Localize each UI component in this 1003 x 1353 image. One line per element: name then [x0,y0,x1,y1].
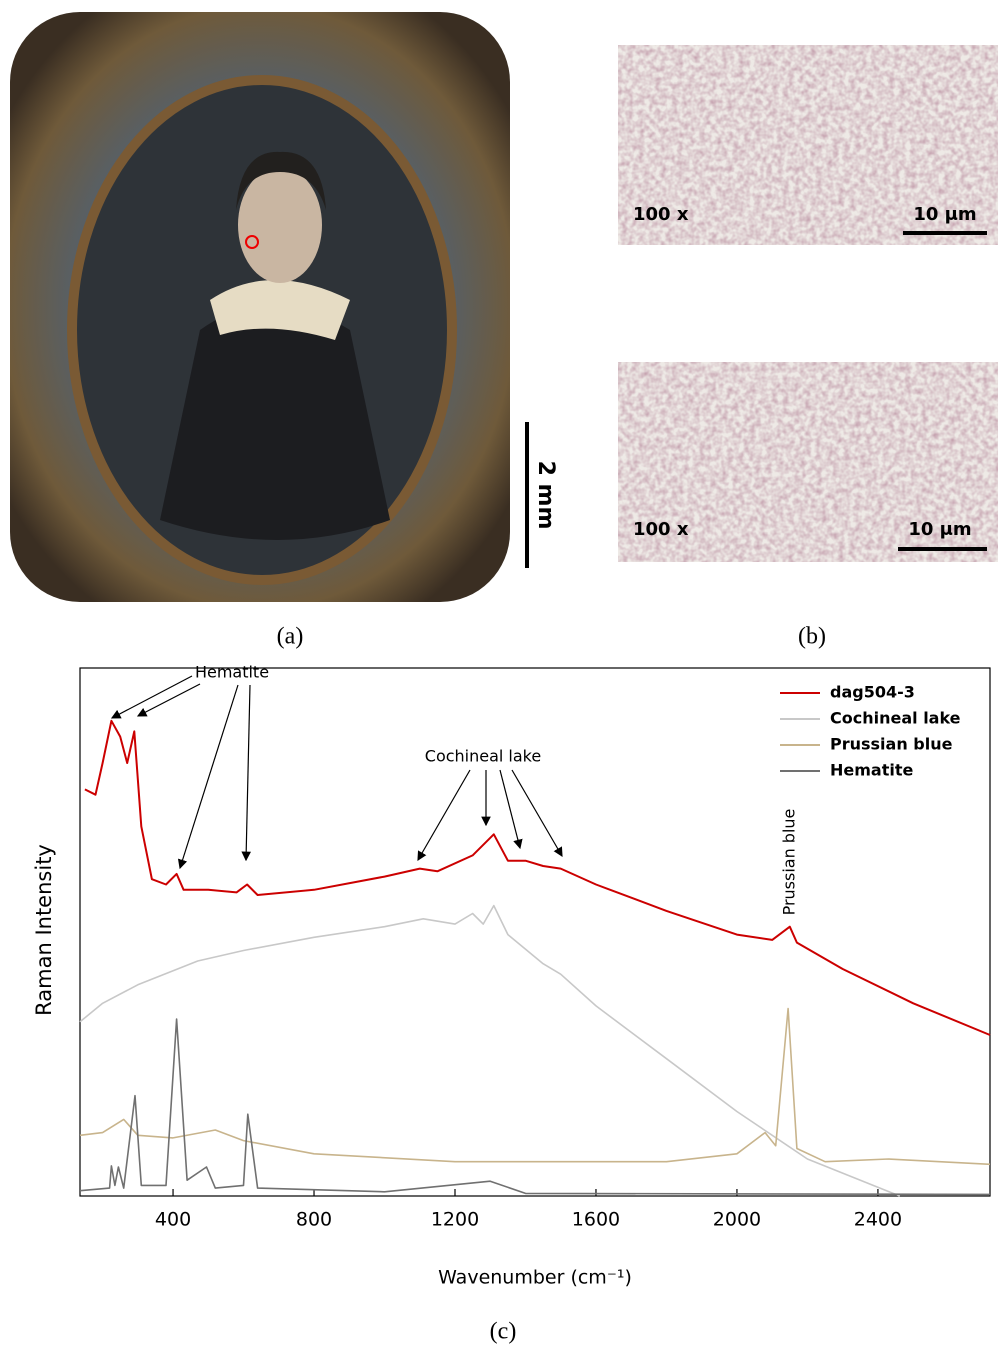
scale-label: 2 mm [533,461,558,530]
scale-label: 10 μm [908,519,971,540]
x-tick-label: 400 [155,1209,191,1231]
panel-label: (c) [490,1319,517,1345]
x-tick-label: 800 [296,1209,332,1231]
panel-label: (a) [277,624,304,650]
annotation-arrows [110,675,563,870]
micrograph-texture [618,45,998,245]
legend-label: Cochineal lake [830,709,961,728]
annotation: Cochineal lake [425,747,541,766]
y-axis-label: Raman Intensity [32,844,56,1016]
legend-label: Hematite [830,761,913,780]
spectrum-line [79,904,901,1197]
annotation: Prussian blue [780,809,799,916]
magnification: 100 x [633,519,689,540]
spectrum-line [79,1007,991,1166]
x-tick-label: 1200 [431,1209,479,1231]
plot-frame [79,667,991,1197]
x-tick-label: 2400 [854,1209,902,1231]
micrograph-texture [618,362,998,562]
spectrum-line [84,719,991,1036]
daguerreotype-photo [10,12,510,602]
x-tick-label: 1600 [572,1209,620,1231]
x-tick-label: 2000 [713,1209,761,1231]
x-axis-label: Wavenumber (cm⁻¹) [438,1267,632,1289]
annotation: Hematite [195,663,269,682]
legend-label: Prussian blue [830,735,953,754]
magnification: 100 x [633,204,689,225]
scale-label: 10 μm [913,204,976,225]
legend-label: dag504-3 [830,683,915,702]
panel-label: (b) [798,624,826,650]
spectrum-line [79,1018,991,1196]
